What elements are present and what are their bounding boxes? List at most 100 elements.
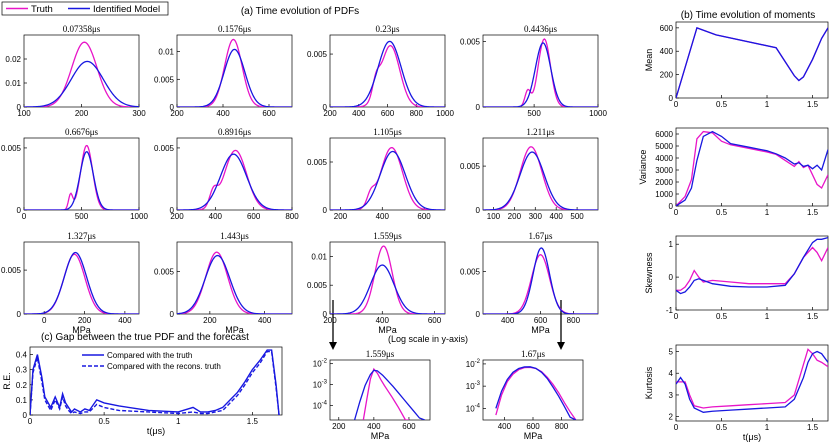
moment-panel-variance: 0 0.5 1 1.50100020003000400050006000Varianc… — [638, 127, 829, 217]
y-tick-label: 3000 — [655, 166, 673, 175]
panel-c-title: (c) Gap between the true PDF and the for… — [41, 332, 249, 343]
axes-title: 1.559μs — [366, 349, 395, 359]
model-curve — [353, 369, 425, 420]
y-tick-label: 0.005 — [307, 50, 328, 59]
x-tick-label: 200 — [75, 109, 89, 118]
y-tick-label: 5 — [669, 348, 674, 357]
truth-curve — [483, 146, 598, 210]
y-tick-label: 10-2 — [466, 359, 481, 369]
truth-curve — [177, 149, 292, 210]
x-tick-label: 1 — [765, 208, 770, 217]
x-tick-label: 400 — [550, 212, 564, 221]
pdf-panel-12: 400 600 800 0 0.005 1.67μs MPa — [460, 231, 599, 335]
axes-box — [23, 137, 140, 211]
y-tick-label: 0.005 — [154, 144, 175, 153]
axes-title: 0.8916μs — [218, 127, 252, 137]
axes-box — [482, 137, 599, 211]
log-panel-1: 200 400 600 10-2 10-3 10-4 1.559μs MPa — [313, 349, 431, 441]
y-tick-label: 1 — [669, 240, 674, 249]
truth-curve — [676, 27, 828, 98]
truth-curve — [362, 367, 409, 420]
x-tick-label: 600 — [262, 109, 276, 118]
x-tick-label: 1.5 — [247, 417, 259, 426]
x-tick-label: 600 — [381, 109, 395, 118]
x-tick-label: 200 — [323, 316, 337, 325]
axes-box — [675, 235, 829, 311]
moment-panel-mean: 0 0.5 1 1.5 0 200 400 600 Mean — [644, 21, 829, 109]
axes-box — [482, 359, 584, 421]
y-tick-label: 0 — [23, 411, 28, 420]
axes-box — [29, 346, 283, 416]
x-tick-label: 400 — [258, 316, 272, 325]
x-axis-label: MPa — [531, 325, 550, 335]
axes-box — [329, 241, 446, 315]
x-axis-label: t(μs) — [743, 432, 761, 442]
model-curve — [676, 237, 828, 295]
x-axis-label: MPa — [371, 431, 390, 441]
x-tick-label: 1.5 — [807, 100, 819, 109]
axes-title: 0.1576μs — [218, 24, 252, 34]
y-tick-label: 0.4 — [16, 351, 28, 360]
y-tick-label: 600 — [660, 24, 674, 33]
pdf-panel-11: 200 400 600 0 0.005 0.01 1.559μs MPa — [307, 231, 446, 335]
x-tick-label: 100 — [487, 212, 501, 221]
x-tick-label: 800 — [285, 212, 299, 221]
y-tick-label: 0 — [17, 103, 22, 112]
axes-title: 1.443μs — [220, 231, 249, 241]
x-tick-label: 0 — [674, 312, 679, 321]
x-tick-label: 400 — [367, 422, 381, 431]
pdf-panel-8: 100 200 300 400 500 0 0.005 1.211μs — [460, 127, 599, 221]
legend: Truth Identified Model — [1, 1, 169, 16]
x-tick-label: 0.5 — [99, 417, 111, 426]
truth-curve — [676, 348, 828, 409]
x-tick-label: 1 — [176, 417, 181, 426]
x-tick-label: 0 — [674, 100, 679, 109]
truth-curve — [24, 253, 139, 314]
pdf-panel-2: 200 400 600 0 0.005 0.01 0.1576μs — [154, 24, 293, 118]
y-tick-label: 0 — [170, 103, 175, 112]
truth-curve — [495, 366, 577, 420]
x-tick-label: 400 — [376, 212, 390, 221]
pdf-panel-3: 200 400 600 800 1000 0 0.005 0.23μs — [307, 24, 454, 118]
x-tick-label: 200 — [170, 212, 184, 221]
panel-a-title: (a) Time evolution of PDFs — [241, 6, 359, 17]
axes-box — [329, 137, 446, 211]
y-tick-label: 0.005 — [460, 268, 481, 277]
x-tick-label: 0.5 — [716, 100, 728, 109]
x-tick-label: 1 — [765, 100, 770, 109]
x-tick-label: 0 — [42, 316, 47, 325]
y-axis-label: Mean — [644, 49, 654, 72]
axes-box — [675, 21, 829, 99]
y-tick-label: 4000 — [655, 154, 673, 163]
x-tick-label: 0.5 — [716, 423, 728, 432]
axes-title: 1.105μs — [373, 127, 402, 137]
x-tick-label: 1000 — [130, 212, 148, 221]
y-tick-label: 200 — [660, 71, 674, 80]
y-tick-label: 0 — [669, 94, 674, 103]
pdf-panel-4: 500 1000 0 0.005 0.4436μs — [460, 24, 607, 118]
x-tick-label: 200 — [203, 316, 217, 325]
y-tick-label: 0.005 — [1, 144, 22, 153]
axes-box — [23, 34, 140, 108]
axes-title: 1.327μs — [67, 231, 96, 241]
x-tick-label: 600 — [417, 212, 431, 221]
y-tick-label: 0 — [17, 206, 22, 215]
y-tick-label: 0.1 — [16, 396, 28, 405]
x-tick-label: 400 — [216, 109, 230, 118]
model-curve — [177, 153, 292, 210]
x-axis-label: MPa — [524, 431, 543, 441]
y-tick-label: 5000 — [655, 142, 673, 151]
x-tick-label: 200 — [78, 316, 92, 325]
truth-curve — [24, 41, 139, 107]
truth-curve — [177, 251, 292, 314]
truth-curve — [330, 44, 445, 107]
axes-box — [23, 241, 140, 315]
x-tick-label: 0.5 — [716, 208, 728, 217]
y-tick-label: 0 — [323, 310, 328, 319]
y-tick-label: 10-3 — [313, 380, 328, 390]
gap-truth-curve — [30, 349, 280, 415]
x-tick-label: 1000 — [436, 109, 454, 118]
x-tick-label: 1.5 — [807, 312, 819, 321]
axes-box — [329, 359, 431, 421]
